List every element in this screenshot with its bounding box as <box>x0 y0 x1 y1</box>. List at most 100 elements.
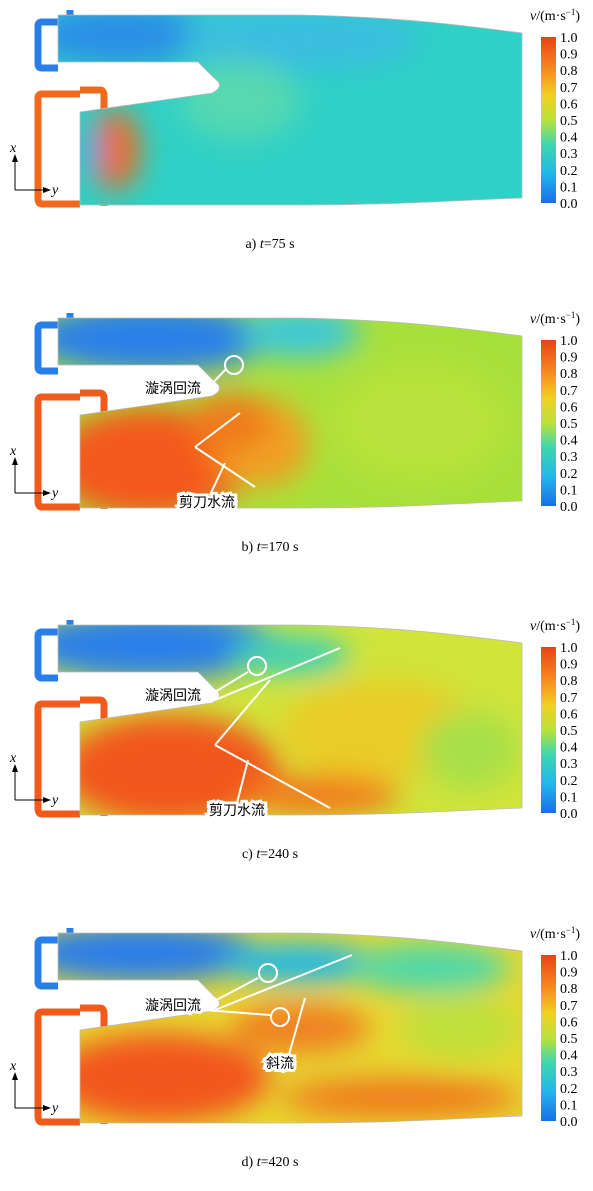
annotation-line <box>214 647 341 701</box>
blob <box>420 710 520 790</box>
inlet-pipe <box>34 696 108 818</box>
annotation-line <box>204 671 249 699</box>
domain-outline <box>57 317 523 509</box>
colorbar-tick: 0.8 <box>560 64 578 79</box>
caption-value: =75 s <box>264 237 295 252</box>
blob <box>82 130 102 170</box>
annotation-line <box>204 368 227 392</box>
colorbar-tick: 0.0 <box>560 197 578 212</box>
exponent: −1 <box>566 925 576 935</box>
blob <box>58 625 280 680</box>
field-blobs <box>58 15 420 190</box>
domain-outline <box>57 624 523 816</box>
contour-field <box>58 15 522 205</box>
colorbar-title: v/(m·s−1) <box>530 617 580 634</box>
symbol: v <box>530 9 537 24</box>
colorbar-tick: 0.6 <box>560 707 578 722</box>
close: ) <box>575 9 580 24</box>
unit: /(m·s <box>536 9 566 24</box>
symbol: v <box>530 619 537 634</box>
annotation-line <box>204 977 259 1007</box>
blob <box>58 318 270 373</box>
symbol: v <box>530 927 537 942</box>
colorbar-tick: 0.6 <box>560 1015 578 1030</box>
annotation-line <box>287 997 306 1059</box>
colorbar-title: v/(m·s−1) <box>530 925 580 942</box>
colorbar-tick: 0.1 <box>560 483 578 498</box>
blob <box>230 1003 370 1053</box>
annotation-label: 漩涡回流 <box>145 688 201 704</box>
blob <box>190 393 270 453</box>
annotation-line <box>236 759 249 804</box>
axis-x-label: x <box>9 1059 17 1074</box>
colorbar-tick: 0.6 <box>560 400 578 415</box>
colorbar <box>541 37 556 203</box>
colorbar-tick: 0.4 <box>560 131 578 146</box>
symbol: v <box>530 312 537 327</box>
caption-value: =240 s <box>260 847 298 862</box>
caption-label: b) <box>242 540 254 555</box>
axis-arrows <box>14 160 45 191</box>
colorbar-tick: 0.0 <box>560 1115 578 1130</box>
annotation-line <box>214 744 331 809</box>
colorbar-tick: 0.3 <box>560 147 578 162</box>
colorbar-tick: 0.2 <box>560 774 578 789</box>
axis-y-label: y <box>50 183 59 198</box>
annotation-label: 剪刀水流 <box>179 495 235 511</box>
colorbar-tick: 0.8 <box>560 367 578 382</box>
blob <box>90 110 140 190</box>
caption-label: a) <box>245 237 256 252</box>
annotation-line <box>214 954 353 1011</box>
contour-field <box>58 318 522 508</box>
caption: d) t=420 s <box>242 1155 299 1170</box>
blob <box>240 318 360 358</box>
colorbar-tick: 0.4 <box>560 434 578 449</box>
blob <box>180 60 300 140</box>
colorbar-tick: 0.1 <box>560 1098 578 1113</box>
blob <box>350 943 510 993</box>
caption-variable: t <box>256 847 261 862</box>
inlet-pipe <box>34 86 108 208</box>
arrowheads <box>12 1072 51 1111</box>
domain-outline <box>57 932 523 1124</box>
close: ) <box>575 927 580 942</box>
blob <box>180 15 420 70</box>
colorbar-tick: 1.0 <box>560 31 578 46</box>
annotation-line <box>194 446 256 488</box>
colorbar-tick: 0.2 <box>560 1082 578 1097</box>
axis-y-label: y <box>50 486 59 501</box>
colorbar-tick: 0.1 <box>560 180 578 195</box>
exponent: −1 <box>566 617 576 627</box>
annotation-label: 漩涡回流 <box>145 381 201 397</box>
inlet-pipe <box>34 389 108 511</box>
colorbar-tick: 0.8 <box>560 674 578 689</box>
vortex-marker <box>247 656 267 676</box>
blob <box>58 1033 270 1123</box>
colorbar-tick: 0.4 <box>560 1049 578 1064</box>
field-blobs <box>58 933 520 1123</box>
colorbar-tick: 0.9 <box>560 48 578 63</box>
caption-value: =170 s <box>261 540 299 555</box>
annotation-line <box>214 679 271 746</box>
colorbar <box>541 340 556 506</box>
colorbar-tick: 0.3 <box>560 757 578 772</box>
colorbar-tick: 0.3 <box>560 450 578 465</box>
vortex-marker <box>224 355 244 375</box>
vortex-marker <box>270 1007 290 1027</box>
colorbar-tick: 0.0 <box>560 500 578 515</box>
unit: /(m·s <box>536 312 566 327</box>
colorbar-title: v/(m·s−1) <box>530 310 580 327</box>
inlet-pipe <box>34 1004 108 1126</box>
field-blobs <box>58 318 510 508</box>
blob <box>230 635 350 675</box>
arrowheads <box>12 764 51 803</box>
colorbar-tick: 0.2 <box>560 164 578 179</box>
colorbar-tick: 0.7 <box>560 999 578 1014</box>
axis-arrows <box>14 463 45 494</box>
colorbar-tick: 0.6 <box>560 97 578 112</box>
colorbar-tick: 0.2 <box>560 467 578 482</box>
annotation-label: 剪刀水流 <box>209 803 265 819</box>
vortex-marker <box>258 963 278 983</box>
axis-x-label: x <box>9 141 17 156</box>
